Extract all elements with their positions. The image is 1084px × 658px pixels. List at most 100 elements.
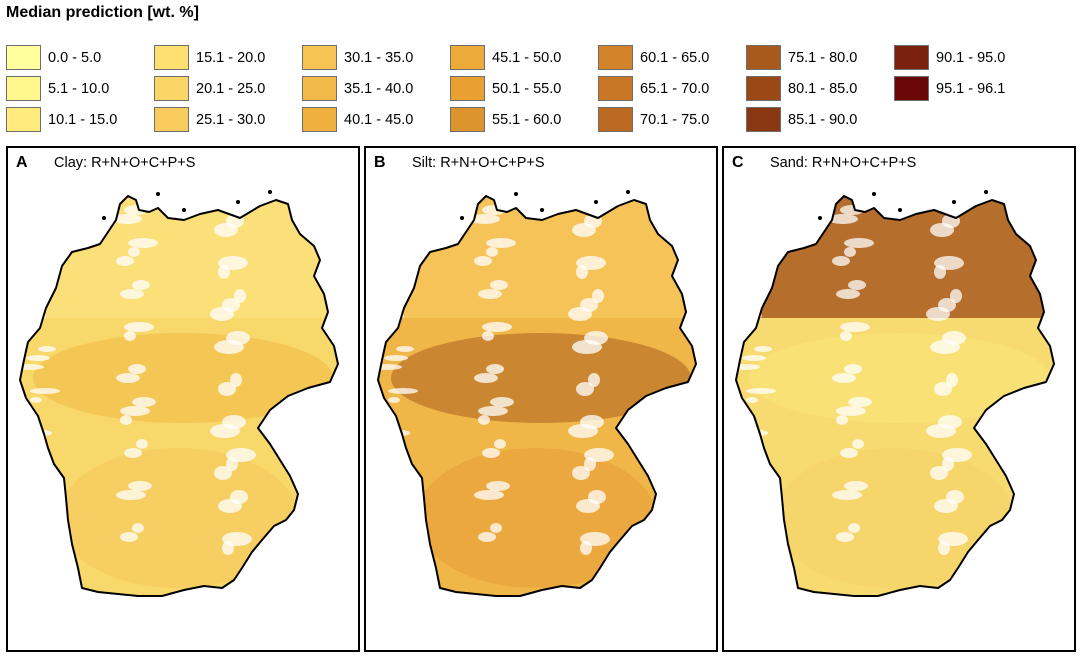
- legend-swatch: [746, 76, 781, 101]
- map-texture-speck: [128, 364, 146, 374]
- panel-title: Sand: R+N+O+C+P+S: [770, 155, 917, 171]
- legend-swatch: [746, 45, 781, 70]
- legend-item: 15.1 - 20.0: [154, 42, 302, 73]
- map-texture-speck: [120, 415, 132, 425]
- germany-map-silt: [377, 190, 697, 597]
- map-texture-speck: [20, 364, 44, 370]
- map-texture-speck: [34, 547, 58, 553]
- map-fill: [736, 196, 1054, 596]
- map-texture-speck: [840, 205, 864, 215]
- map-texture-speck: [848, 397, 872, 407]
- legend-item: 10.1 - 15.0: [6, 104, 154, 135]
- map-texture-speck: [580, 415, 604, 429]
- map-texture-speck: [832, 490, 862, 500]
- map-texture-speck: [746, 271, 770, 277]
- map-region-central: [33, 333, 333, 423]
- legend-label: 5.1 - 10.0: [48, 80, 110, 97]
- map-texture-speck: [234, 289, 246, 303]
- map-texture-speck: [230, 490, 248, 504]
- map-texture-speck: [750, 547, 774, 553]
- panel-title: Clay: R+N+O+C+P+S: [54, 155, 196, 171]
- map-texture-speck: [474, 490, 504, 500]
- island-marker: [872, 192, 876, 196]
- legend-swatch: [598, 45, 633, 70]
- map-texture-speck: [844, 247, 856, 257]
- legend-swatch: [894, 45, 929, 70]
- map-texture-speck: [738, 439, 762, 445]
- legend-label: 90.1 - 95.0: [936, 49, 1006, 66]
- map-texture-speck: [26, 355, 50, 361]
- legend-item: 90.1 - 95.0: [894, 42, 1042, 73]
- map-texture-speck: [30, 514, 48, 520]
- map-texture-speck: [844, 238, 874, 248]
- legend-column: 45.1 - 50.0 50.1 - 55.0 55.1 - 60.0: [450, 42, 598, 135]
- island-marker: [984, 190, 988, 194]
- map-texture-speck: [738, 556, 768, 562]
- legend-item: 45.1 - 50.0: [450, 42, 598, 73]
- legend-swatch: [6, 107, 41, 132]
- map-texture-speck: [230, 373, 242, 387]
- map-texture-speck: [396, 229, 408, 235]
- map-texture-speck: [124, 331, 136, 341]
- map-texture-speck: [226, 331, 250, 345]
- map-texture-speck: [20, 280, 48, 286]
- map-texture-speck: [942, 331, 966, 345]
- map-texture-speck: [486, 364, 504, 374]
- map-texture-speck: [128, 481, 152, 491]
- map-texture-speck: [584, 331, 608, 345]
- germany-border: [377, 195, 697, 597]
- map-texture-speck: [470, 214, 500, 224]
- germany-map-sand: [735, 190, 1055, 597]
- map-texture-speck: [214, 466, 232, 480]
- map-texture-speck: [828, 214, 858, 224]
- map-texture-speck: [474, 256, 492, 266]
- map-texture-speck: [26, 472, 56, 478]
- map-texture-speck: [380, 322, 398, 328]
- legend-label: 50.1 - 55.0: [492, 80, 562, 97]
- map-texture-speck: [482, 205, 506, 215]
- map-texture-speck: [124, 205, 148, 215]
- legend-label: 20.1 - 25.0: [196, 80, 266, 97]
- panel-title: Silt: R+N+O+C+P+S: [412, 155, 545, 171]
- map-texture-speck: [576, 382, 594, 396]
- legend-label: 55.1 - 60.0: [492, 111, 562, 128]
- island-marker: [268, 190, 272, 194]
- island-marker: [594, 200, 598, 204]
- map-texture-speck: [844, 481, 868, 491]
- map-texture-speck: [392, 547, 416, 553]
- legend-item: 85.1 - 90.0: [746, 104, 894, 135]
- map-texture-speck: [736, 523, 758, 529]
- legend-item: 5.1 - 10.0: [6, 73, 154, 104]
- map-texture-speck: [112, 214, 142, 224]
- map-texture-speck: [742, 355, 766, 361]
- legend-label: 80.1 - 85.0: [788, 80, 858, 97]
- map-texture-speck: [30, 271, 54, 277]
- map-texture-speck: [742, 481, 754, 487]
- map-texture-speck: [950, 289, 962, 303]
- map-texture-speck: [478, 406, 508, 416]
- map-texture-speck: [478, 415, 490, 425]
- map-texture-speck: [116, 256, 134, 266]
- map-region-north: [20, 196, 338, 318]
- legend-swatch: [598, 76, 633, 101]
- legend-swatch: [154, 107, 189, 132]
- legend-swatch: [302, 76, 337, 101]
- map-texture-speck: [746, 397, 758, 403]
- map-texture-speck: [132, 280, 150, 290]
- map-texture-speck: [746, 388, 776, 394]
- legend-column: 30.1 - 35.0 35.1 - 40.0 40.1 - 45.0: [302, 42, 450, 135]
- map-region-south: [774, 448, 1014, 588]
- map-region-central: [391, 333, 691, 423]
- map-texture-speck: [836, 406, 866, 416]
- legend-swatch: [154, 76, 189, 101]
- map-texture-speck: [482, 322, 512, 332]
- legend-item: 70.1 - 75.0: [598, 104, 746, 135]
- legend-column: 90.1 - 95.0 95.1 - 96.1: [894, 42, 1042, 104]
- legend-title: Median prediction [wt. %]: [6, 4, 199, 21]
- map-texture-speck: [576, 256, 606, 270]
- legend-item: 40.1 - 45.0: [302, 104, 450, 135]
- legend-item: 75.1 - 80.0: [746, 42, 894, 73]
- map-texture-speck: [832, 373, 856, 383]
- map-texture-speck: [852, 439, 864, 449]
- map-texture-speck: [930, 466, 948, 480]
